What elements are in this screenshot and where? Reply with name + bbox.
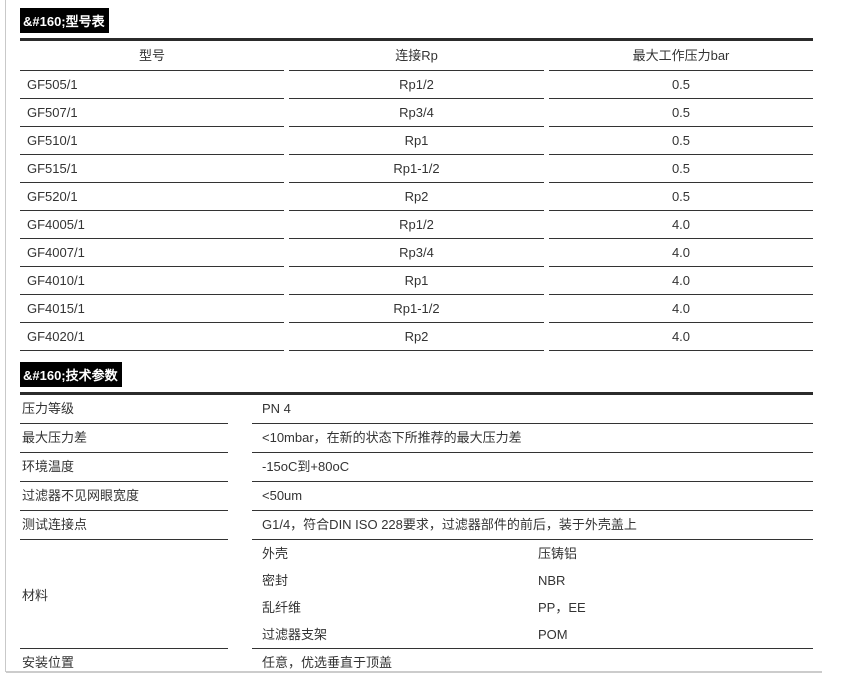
header-max-working-pressure: 最大工作压力bar (549, 41, 813, 71)
model-row: GF515/1 Rp1-1/2 0.5 (20, 155, 813, 183)
pressure-cell: 0.5 (549, 183, 813, 211)
model-row: GF4005/1 Rp1/2 4.0 (20, 211, 813, 239)
tech-label: 测试连接点 (20, 511, 228, 540)
tech-value: -15oC到+80oC (252, 453, 813, 482)
tech-label: 压力等级 (20, 395, 228, 424)
models-table-header-row: 型号 连接Rp 最大工作压力bar (20, 41, 813, 71)
tech-value: 外壳 压铸铝密封 NBR 乱纤维 PP，EE 过滤器支架 POM (252, 540, 813, 649)
pressure-cell: 4.0 (549, 239, 813, 267)
pressure-cell: 0.5 (549, 127, 813, 155)
models-table: 型号 连接Rp 最大工作压力bar GF505/1 Rp1/2 0.5 GF507/1… (20, 41, 813, 351)
pressure-cell: 0.5 (549, 71, 813, 99)
model-cell: GF510/1 (20, 127, 284, 155)
model-row: GF507/1 Rp3/4 0.5 (20, 99, 813, 127)
model-cell: GF4010/1 (20, 267, 284, 295)
model-cell: GF4020/1 (20, 323, 284, 351)
tech-section-title: &#160;技术参数 (20, 362, 122, 387)
models-section-title: &#160;型号表 (20, 8, 109, 33)
pressure-cell: 4.0 (549, 295, 813, 323)
model-cell: GF515/1 (20, 155, 284, 183)
connection-rp-cell: Rp1 (289, 127, 544, 155)
models-table-body: GF505/1 Rp1/2 0.5 GF507/1 Rp3/4 0.5 GF510/1 Rp1… (20, 71, 813, 351)
models-table-top-rule (20, 38, 813, 41)
tech-row: 压力等级 PN 4 (20, 395, 813, 424)
pressure-cell: 4.0 (549, 211, 813, 239)
pressure-cell: 0.5 (549, 99, 813, 127)
tech-value: <10mbar，在新的状态下所推荐的最大压力差 (252, 424, 813, 453)
material-name: 外壳 (262, 546, 289, 561)
model-row: GF510/1 Rp1 0.5 (20, 127, 813, 155)
material-row: 密封 NBR (262, 567, 813, 594)
model-row: GF4010/1 Rp1 4.0 (20, 267, 813, 295)
tech-label: 最大压力差 (20, 424, 228, 453)
material-name: 过滤器支架 (262, 627, 328, 642)
tech-table-top-rule (20, 392, 813, 395)
model-cell: GF4015/1 (20, 295, 284, 323)
tech-label: 环境温度 (20, 453, 228, 482)
tech-row: 测试连接点 G1/4，符合DIN ISO 228要求，过滤器部件的前后，装于外壳盖… (20, 511, 813, 540)
model-row: GF4007/1 Rp3/4 4.0 (20, 239, 813, 267)
model-row: GF4020/1 Rp2 4.0 (20, 323, 813, 351)
connection-rp-cell: Rp1/2 (289, 71, 544, 99)
content: &#160;型号表 型号 连接Rp 最大工作压力bar GF505/1 Rp1/2… (20, 8, 813, 675)
model-row: GF505/1 Rp1/2 0.5 (20, 71, 813, 99)
connection-rp-cell: Rp1-1/2 (289, 155, 544, 183)
material-row: 过滤器支架 POM (262, 621, 813, 648)
material-row: 乱纤维 PP，EE (262, 594, 813, 621)
material-name: 乱纤维 (262, 600, 302, 615)
connection-rp-cell: Rp1-1/2 (289, 295, 544, 323)
material-name: 密封 (262, 573, 289, 588)
model-cell: GF505/1 (20, 71, 284, 99)
model-cell: GF520/1 (20, 183, 284, 211)
connection-rp-cell: Rp2 (289, 323, 544, 351)
connection-rp-cell: Rp1/2 (289, 211, 544, 239)
material-value: POM (538, 627, 568, 642)
material-value: NBR (538, 573, 566, 588)
connection-rp-cell: Rp3/4 (289, 99, 544, 127)
tech-label: 安装位置 (20, 649, 228, 675)
tech-value: 任意，优选垂直于顶盖 (252, 649, 813, 675)
page-bottom-border (6, 671, 822, 673)
model-row: GF4015/1 Rp1-1/2 4.0 (20, 295, 813, 323)
model-row: GF520/1 Rp2 0.5 (20, 183, 813, 211)
pressure-cell: 4.0 (549, 323, 813, 351)
page-left-border (5, 0, 6, 672)
tech-value: <50um (252, 482, 813, 511)
material-row: 外壳 压铸铝 (262, 540, 813, 567)
material-value: PP，EE (538, 600, 586, 615)
model-cell: GF4007/1 (20, 239, 284, 267)
tech-row: 过滤器不见网眼宽度 <50um (20, 482, 813, 511)
tech-row: 最大压力差 <10mbar，在新的状态下所推荐的最大压力差 (20, 424, 813, 453)
tech-row: 安装位置 任意，优选垂直于顶盖 (20, 649, 813, 675)
tech-row: 材料 外壳 压铸铝密封 NBR 乱纤维 PP，EE 过滤器支架 POM (20, 540, 813, 649)
header-model: 型号 (20, 41, 284, 71)
connection-rp-cell: Rp2 (289, 183, 544, 211)
pressure-cell: 0.5 (549, 155, 813, 183)
pressure-cell: 4.0 (549, 267, 813, 295)
header-connection-rp: 连接Rp (289, 41, 544, 71)
connection-rp-cell: Rp1 (289, 267, 544, 295)
tech-label: 材料 (20, 540, 228, 649)
tech-value: PN 4 (252, 395, 813, 424)
tech-label: 过滤器不见网眼宽度 (20, 482, 228, 511)
model-cell: GF4005/1 (20, 211, 284, 239)
model-cell: GF507/1 (20, 99, 284, 127)
tech-row: 环境温度 -15oC到+80oC (20, 453, 813, 482)
material-value: 压铸铝 (538, 546, 578, 561)
tech-value: G1/4，符合DIN ISO 228要求，过滤器部件的前后，装于外壳盖上 (252, 511, 813, 540)
tech-table-body: 压力等级 PN 4 最大压力差 <10mbar，在新的状态下所推荐的最大压力差 环境温度… (20, 395, 813, 675)
connection-rp-cell: Rp3/4 (289, 239, 544, 267)
